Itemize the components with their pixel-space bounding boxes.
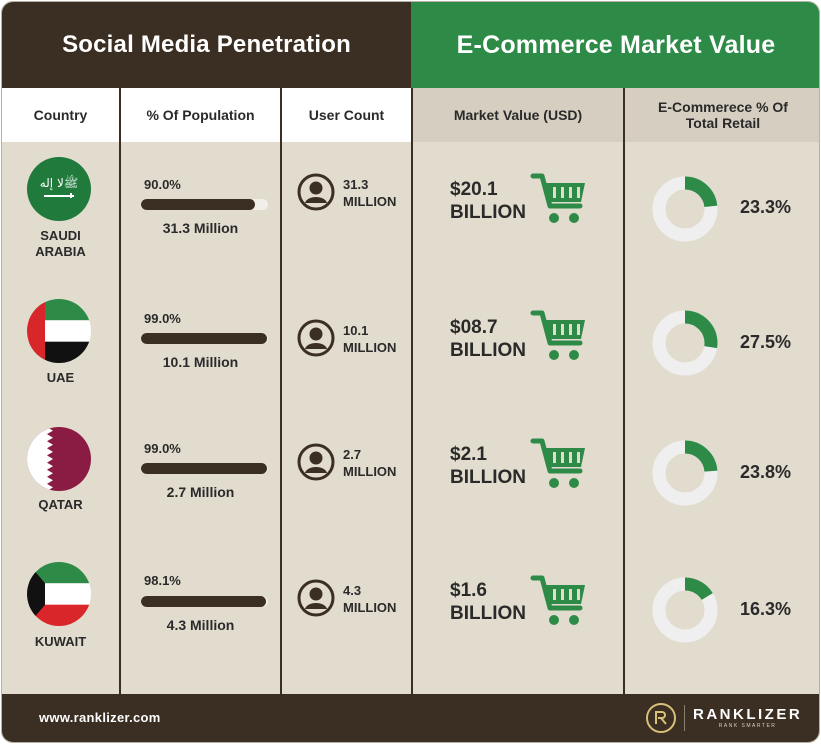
user-count: 10.1 MILLION: [343, 323, 397, 355]
user-icon: [297, 443, 335, 486]
brand-name: RANKLIZER: [693, 706, 803, 723]
column-header-ecom-pct: E-Commerece % Of Total Retail: [625, 88, 819, 142]
qatar-flag: [27, 427, 91, 491]
column-header-country: Country: [2, 88, 119, 142]
uae-flag: [27, 299, 91, 363]
population-users: 31.3 Million: [162, 220, 239, 236]
column-header-market-value: Market Value (USD): [413, 88, 623, 142]
population-users: 10.1 Million: [162, 354, 239, 370]
kuwait-flag: [27, 562, 91, 626]
table-row: KUWAIT 98.1% 4.3 Million 4.3 MILLION $1.…: [2, 550, 819, 682]
market-value: $2.1 BILLION: [450, 444, 526, 488]
population-progress-fill: [141, 333, 267, 344]
population-progress-bar: [141, 199, 268, 210]
country-name: SAUDI ARABIA: [35, 228, 86, 259]
ecommerce-donut-arc: [652, 440, 718, 506]
table-row: ﷺلا إله SAUDI ARABIA 90.0% 31.3 Million …: [2, 142, 819, 274]
pct-population: 99.0%: [144, 311, 181, 326]
table-row: QATAR 99.0% 2.7 Million 2.7 MILLION $2.1…: [2, 410, 819, 542]
shopping-cart-icon: [530, 574, 590, 633]
population-users: 2.7 Million: [166, 484, 235, 500]
shopping-cart-icon: [530, 437, 590, 496]
country-name: UAE: [46, 370, 75, 385]
population-users: 4.3 Million: [166, 617, 235, 633]
website-link[interactable]: www.ranklizer.com: [39, 710, 161, 725]
column-divider: [119, 88, 121, 694]
user-count: 4.3 MILLION: [343, 583, 397, 615]
pct-population: 98.1%: [144, 573, 181, 588]
ecommerce-pct: 16.3%: [740, 599, 792, 619]
user-count: 2.7 MILLION: [343, 447, 397, 479]
column-divider: [280, 88, 282, 694]
population-progress-bar: [141, 333, 268, 344]
ecommerce-donut-arc: [652, 176, 718, 242]
market-value: $08.7 BILLION: [450, 317, 526, 361]
brand-text: RANKLIZER RANK SMARTER: [693, 706, 803, 730]
column-divider: [411, 88, 413, 694]
ecommerce-pct: 23.3%: [740, 197, 792, 217]
ecommerce-donut-arc: [652, 310, 718, 376]
ranklizer-logo: [646, 703, 676, 733]
ecommerce-donut: [651, 439, 719, 512]
ecommerce-donut: [651, 576, 719, 649]
country-name: QATAR: [38, 497, 83, 512]
ecommerce-donut-arc: [652, 577, 718, 643]
pct-population: 99.0%: [144, 441, 181, 456]
population-progress-fill: [141, 199, 256, 210]
svg-text:ﷺلا إله: ﷺلا إله: [40, 174, 79, 190]
ecommerce-pct: 27.5%: [740, 332, 792, 352]
user-icon: [297, 579, 335, 622]
ecommerce-header: E-Commerce Market Value: [411, 2, 819, 88]
ecommerce-donut: [651, 309, 719, 382]
ecommerce-pct: 23.8%: [740, 462, 792, 482]
column-header-pct-population: % Of Population: [121, 88, 280, 142]
market-value: $1.6 BILLION: [450, 580, 526, 624]
footer: www.ranklizer.com RANKLIZER RANK SMARTER: [2, 694, 819, 742]
brand-tagline: RANK SMARTER: [718, 723, 777, 729]
column-header-user-count: User Count: [282, 88, 411, 142]
user-count: 31.3 MILLION: [343, 177, 397, 209]
saudi-arabia-flag: ﷺلا إله: [27, 157, 91, 221]
shopping-cart-icon: [530, 309, 590, 368]
column-divider: [623, 88, 625, 694]
market-value: $20.1 BILLION: [450, 179, 526, 223]
population-progress-bar: [141, 596, 268, 607]
country-name: KUWAIT: [34, 634, 87, 649]
ecommerce-donut: [651, 175, 719, 248]
population-progress-bar: [141, 463, 268, 474]
brand-divider: [684, 705, 685, 731]
pct-population: 90.0%: [144, 177, 181, 192]
user-icon: [297, 173, 335, 216]
population-progress-fill: [141, 463, 267, 474]
shopping-cart-icon: [530, 172, 590, 231]
social-media-header: Social Media Penetration: [2, 2, 411, 88]
table-row: UAE 99.0% 10.1 Million 10.1 MILLION $08.…: [2, 278, 819, 410]
brand: RANKLIZER RANK SMARTER: [646, 703, 802, 733]
population-progress-fill: [141, 596, 266, 607]
user-icon: [297, 319, 335, 362]
